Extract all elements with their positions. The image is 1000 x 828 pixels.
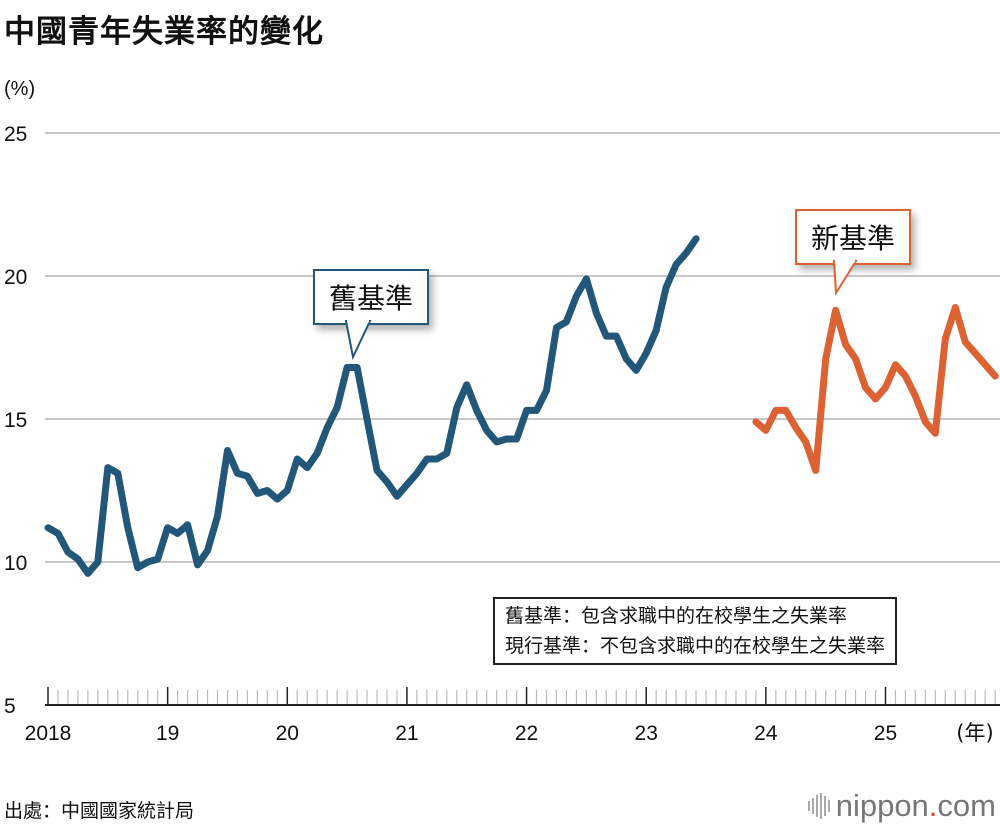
series-line-new-standard (752, 304, 999, 474)
nippon-logo: nippon.com (807, 788, 996, 824)
y-tick-label: 20 (4, 266, 27, 289)
chart-title: 中國青年失業率的變化 (4, 14, 324, 50)
x-tick-label: 2018 (25, 722, 72, 745)
callout-new-standard: 新基準 (795, 209, 912, 265)
note-old-standard: 舊基準：包含求職中的在校學生之失業率 (505, 605, 848, 627)
series-line-old-standard (44, 235, 700, 577)
x-tick-label: 21 (395, 722, 418, 745)
x-tick-label: 23 (635, 722, 658, 745)
y-tick-label: 25 (4, 123, 27, 146)
y-tick-label: 10 (4, 552, 27, 575)
logo-tld: com (937, 788, 996, 823)
y-tick-label: 15 (4, 409, 27, 432)
logo-text: nippon (835, 788, 929, 823)
x-tick-label: 22 (515, 722, 538, 745)
note-current-standard: 現行基準：不包含求職中的在校學生之失業率 (505, 635, 886, 657)
callout-old-label: 舊基準 (329, 282, 414, 315)
callout-old-standard: 舊基準 (313, 269, 430, 325)
callout-new-label: 新基準 (811, 222, 896, 255)
y-tick-label: 5 (4, 695, 16, 718)
y-axis-unit: (%) (4, 78, 36, 100)
x-tick-label: 25 (874, 722, 897, 745)
x-tick-label: 24 (754, 722, 778, 745)
source-text: 出處：中國國家統計局 (4, 800, 195, 822)
logo-dot: . (928, 788, 938, 823)
x-tick-label: 20 (276, 722, 299, 745)
x-tick-label: 19 (156, 722, 179, 745)
logo-sound-bars-icon (807, 793, 830, 819)
x-axis-unit: (年) (956, 721, 993, 745)
definition-note: 舊基準：包含求職中的在校學生之失業率 現行基準：不包含求職中的在校學生之失業率 (493, 597, 898, 665)
